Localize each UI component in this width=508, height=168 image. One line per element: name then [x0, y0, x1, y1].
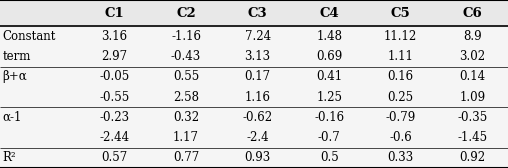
Text: 2.58: 2.58: [173, 91, 199, 103]
Text: 1.17: 1.17: [173, 131, 199, 144]
Text: -1.45: -1.45: [457, 131, 487, 144]
Text: 0.17: 0.17: [244, 70, 271, 83]
Text: 0.69: 0.69: [316, 50, 342, 63]
Text: -2.44: -2.44: [100, 131, 130, 144]
Text: α-1: α-1: [3, 111, 22, 124]
Bar: [0, 0, 508, 26]
Text: C1: C1: [105, 7, 124, 19]
Text: -0.23: -0.23: [100, 111, 130, 124]
Text: β+α: β+α: [3, 70, 27, 83]
Text: 8.9: 8.9: [463, 30, 482, 43]
Text: C6: C6: [462, 7, 482, 19]
Text: 0.16: 0.16: [388, 70, 414, 83]
Text: 0.25: 0.25: [388, 91, 414, 103]
Text: 0.93: 0.93: [244, 151, 271, 164]
Text: C3: C3: [248, 7, 267, 19]
Text: 2.97: 2.97: [102, 50, 128, 63]
Text: C4: C4: [319, 7, 339, 19]
Text: 0.55: 0.55: [173, 70, 199, 83]
Text: R²: R²: [3, 151, 16, 164]
Text: -2.4: -2.4: [246, 131, 269, 144]
Text: 0.41: 0.41: [316, 70, 342, 83]
Text: -0.79: -0.79: [386, 111, 416, 124]
Text: -1.16: -1.16: [171, 30, 201, 43]
Text: 0.57: 0.57: [102, 151, 128, 164]
Text: 11.12: 11.12: [384, 30, 417, 43]
Text: 3.02: 3.02: [459, 50, 485, 63]
Text: 1.25: 1.25: [316, 91, 342, 103]
Text: -0.43: -0.43: [171, 50, 201, 63]
Text: C2: C2: [176, 7, 196, 19]
Text: 0.5: 0.5: [320, 151, 338, 164]
Text: 3.13: 3.13: [244, 50, 271, 63]
Text: 0.77: 0.77: [173, 151, 199, 164]
Text: -0.6: -0.6: [389, 131, 412, 144]
Text: 1.11: 1.11: [388, 50, 414, 63]
Text: 0.92: 0.92: [459, 151, 485, 164]
Text: 0.33: 0.33: [388, 151, 414, 164]
Text: -0.7: -0.7: [318, 131, 340, 144]
Text: 1.16: 1.16: [244, 91, 271, 103]
Text: -0.05: -0.05: [100, 70, 130, 83]
Text: 0.32: 0.32: [173, 111, 199, 124]
Text: 7.24: 7.24: [244, 30, 271, 43]
Text: -0.62: -0.62: [242, 111, 273, 124]
Text: C5: C5: [391, 7, 410, 19]
Text: 3.16: 3.16: [102, 30, 128, 43]
Text: -0.55: -0.55: [100, 91, 130, 103]
Text: 1.09: 1.09: [459, 91, 485, 103]
Text: 0.14: 0.14: [459, 70, 485, 83]
Text: -0.35: -0.35: [457, 111, 487, 124]
Text: 1.48: 1.48: [316, 30, 342, 43]
Text: term: term: [3, 50, 31, 63]
Text: -0.16: -0.16: [314, 111, 344, 124]
Text: Constant: Constant: [3, 30, 56, 43]
